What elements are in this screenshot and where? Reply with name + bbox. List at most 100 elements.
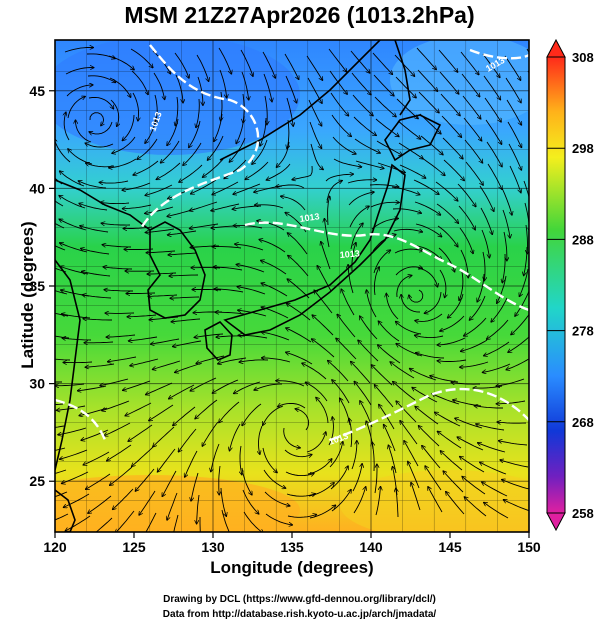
streamline [329,70,347,94]
streamline [371,218,398,230]
isobar-north [138,44,260,231]
streamline [262,447,277,473]
streamline [130,358,159,366]
streamline [484,97,501,122]
streamline [460,51,479,75]
streamline [500,460,529,468]
streamline [203,157,225,177]
streamline [440,93,460,116]
streamline [394,249,423,254]
streamline [162,470,177,496]
streamline [437,360,467,362]
streamline [459,227,473,254]
streamline [81,429,109,440]
streamline [189,120,201,147]
streamline [483,75,500,100]
streamline [83,451,110,465]
streamline [190,201,218,211]
streamline [283,427,300,448]
streamline [195,399,218,419]
streamline [109,77,131,97]
streamline [155,94,157,124]
streamline [307,77,322,103]
streamline [438,49,458,72]
streamline [64,493,90,507]
streamline [377,162,405,173]
isobar-contours [55,44,529,442]
streamline [64,112,70,141]
streamline [415,335,444,337]
streamline [396,488,398,518]
streamline [419,426,440,447]
streamline [330,466,348,490]
streamline [262,51,275,78]
streamline [448,293,464,318]
credit-drawing: Drawing by DCL (https://www.gfd-dennou.o… [163,594,436,605]
streamline [126,293,156,294]
streamline [112,136,136,153]
streamline [355,160,384,168]
streamline [416,245,442,260]
streamline [376,140,402,155]
streamline [421,157,445,175]
streamline [391,186,420,195]
streamline [309,121,322,148]
contour-label: 1013 [299,211,320,224]
streamline [278,402,306,409]
streamline [153,72,165,100]
streamline [439,269,446,298]
streamline [212,379,239,393]
streamline [218,357,247,364]
streamline [352,464,362,492]
streamline [175,96,178,126]
streamline [531,137,542,164]
streamline [196,98,200,128]
streamline [348,192,374,206]
streamline [128,424,153,441]
streamline [288,233,308,255]
streamline [329,442,343,468]
streamline [395,267,422,276]
streamline [123,380,151,390]
streamline [219,69,227,98]
streamline [285,75,297,103]
streamline [462,477,486,495]
streamline [76,120,92,143]
streamline [438,431,462,449]
colorbar: 308 298 288 278 268 258 [546,38,594,532]
streamline [331,490,351,512]
streamline [524,202,529,231]
streamline [441,115,461,137]
streamline [442,137,463,159]
isobar-east [469,48,529,60]
streamline [351,243,356,272]
streamline [82,295,112,299]
streamline [194,333,224,337]
kyushu-coast [204,321,233,361]
streamline [55,381,62,383]
streamline [147,273,177,274]
streamline [67,97,85,119]
streamline [85,143,114,148]
streamline [153,426,175,447]
colorbar-tick-label: 268 [572,415,594,430]
x-tick-label: 145 [438,539,462,555]
streamline [55,403,64,406]
streamline [333,158,362,167]
streamline [482,482,508,497]
streamline [122,114,135,141]
streamline [242,403,262,426]
streamline [354,382,372,406]
streamline [460,361,489,367]
streamline [508,336,529,352]
streamline [374,464,377,494]
streamline [369,185,399,187]
streamline [101,223,131,225]
streamline [55,469,67,474]
streamline [192,290,222,291]
streamline [443,471,464,493]
streamline [66,85,93,97]
y-tick-label: 40 [29,180,45,196]
streamline [392,208,421,213]
streamline [464,497,487,517]
